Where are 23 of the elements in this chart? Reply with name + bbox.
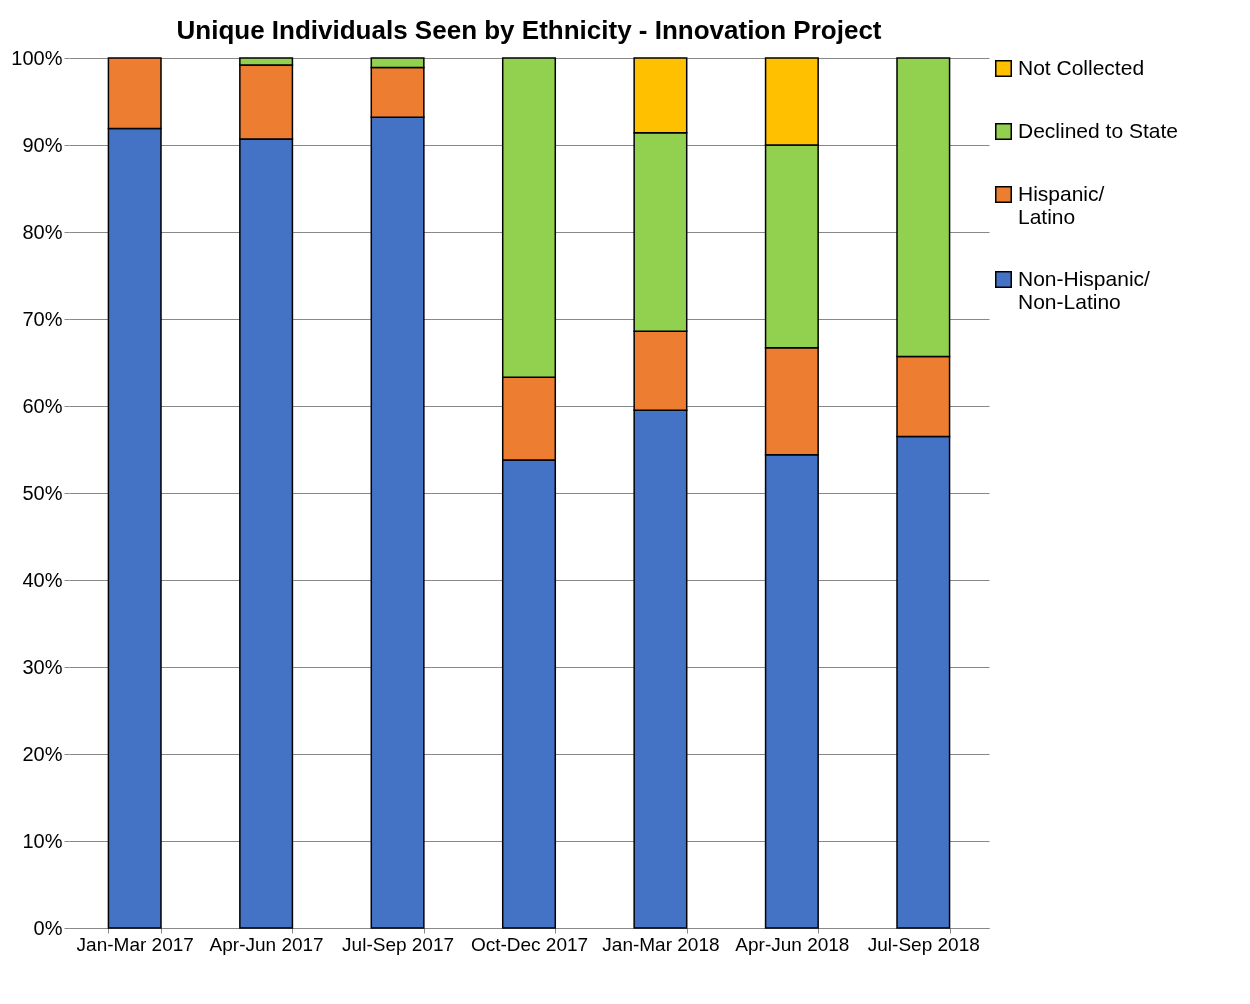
y-tick-label: 80% (22, 220, 63, 243)
legend-label: Not Collected (1018, 55, 1145, 79)
legend-label: Hispanic/Latino (1018, 181, 1105, 228)
y-tick-label: 50% (22, 481, 63, 504)
x-tick-label: Apr-Jun 2018 (735, 933, 850, 955)
y-tick-label: 60% (22, 394, 63, 417)
chart-title: Unique Individuals Seen by Ethnicity - Innovation Project (176, 15, 882, 45)
legend-label: Declined to State (1018, 118, 1178, 142)
x-tick-label: Jan-Mar 2017 (76, 933, 194, 955)
x-tick-label: Jan-Mar 2018 (602, 933, 720, 955)
y-tick-label: 20% (22, 742, 63, 765)
legend-label: Non-Hispanic/Non-Latino (1018, 266, 1151, 313)
y-tick-label: 100% (11, 46, 63, 69)
y-tick-label: 30% (22, 655, 63, 678)
y-tick-label: 0% (33, 916, 63, 939)
y-tick-label: 70% (22, 307, 63, 330)
x-tick-label: Jul-Sep 2018 (867, 933, 980, 955)
x-tick-label: Apr-Jun 2017 (209, 933, 324, 955)
x-tick-label: Oct-Dec 2017 (470, 933, 589, 955)
y-tick-label: 90% (22, 133, 63, 156)
y-tick-label: 40% (22, 568, 63, 591)
y-tick-label: 10% (22, 829, 63, 852)
x-tick-label: Jul-Sep 2017 (342, 933, 455, 955)
